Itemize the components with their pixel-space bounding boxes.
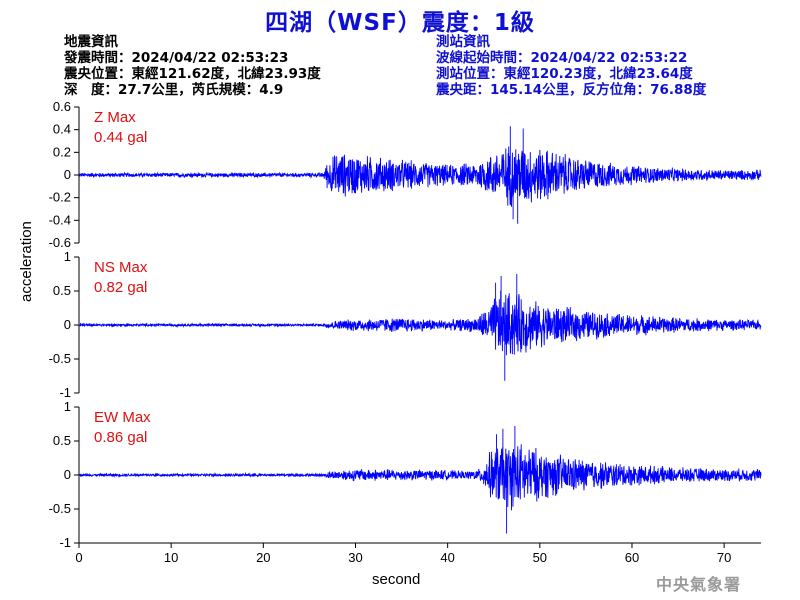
z-y-tick-label: -0.6 (49, 235, 71, 250)
ew-max-box: EW Max 0.86 gal (94, 408, 151, 448)
ns-max-value: 0.82 gal (94, 279, 148, 296)
agency-watermark: 中央氣象署 (656, 575, 742, 594)
ew-y-tick-label: 0.5 (53, 433, 71, 448)
ew-y-tick-label: -0.5 (49, 501, 71, 516)
x-tick-label: 30 (348, 550, 362, 565)
x-tick-label: 20 (256, 550, 270, 565)
chart-title: 四湖（WSF）震度：1級 (265, 10, 535, 36)
x-tick-label: 60 (625, 550, 639, 565)
z-y-tick-label: 0.2 (53, 144, 71, 159)
ns-y-tick-label: 0.5 (53, 283, 71, 298)
ns-y-tick-label: -0.5 (49, 351, 71, 366)
earthquake-info: 地震資訊 發震時間：2024/04/22 02:53:23 震央位置：東經121.6… (64, 34, 321, 98)
z-y-tick-label: 0.6 (53, 99, 71, 114)
x-tick-label: 70 (717, 550, 731, 565)
station-location: 測站位置：東經120.23度，北緯23.64度 (436, 66, 693, 82)
z-max-label: Z Max (94, 109, 136, 126)
epicenter: 震央位置：東經121.62度，北緯23.93度 (64, 66, 321, 82)
z-y-tick-label: 0 (64, 167, 71, 182)
wave-start-time: 波線起始時間：2024/04/22 02:53:22 (436, 50, 688, 66)
ns-y-tick-label: -1 (59, 385, 71, 400)
z-y-tick-label: 0.4 (53, 122, 71, 137)
x-axis-label: second (372, 571, 421, 588)
z-y-tick-label: -0.2 (49, 190, 71, 205)
depth-magnitude: 深 度：27.7公里，芮氏規模：4.9 (64, 82, 284, 98)
y-axis-label: acceleration (18, 221, 35, 302)
z-max-box: Z Max 0.44 gal (94, 108, 147, 148)
ew-y-tick-label: -1 (59, 535, 71, 550)
z-y-tick-label: -0.4 (49, 212, 71, 227)
earthquake-info-heading: 地震資訊 (64, 34, 118, 50)
z-trace (78, 126, 762, 224)
z-max-value: 0.44 gal (94, 129, 148, 146)
ew-max-label: EW Max (94, 409, 151, 426)
epicentral-distance: 震央距：145.14公里，反方位角：76.88度 (436, 82, 707, 98)
ns-y-tick-label: 1 (64, 249, 71, 264)
origin-time: 發震時間：2024/04/22 02:53:23 (64, 50, 289, 66)
x-tick-label: 50 (533, 550, 547, 565)
station-info: 測站資訊 波線起始時間：2024/04/22 02:53:22 測站位置：東經120… (436, 34, 706, 98)
ew-y-tick-label: 1 (64, 399, 71, 414)
x-tick-label: 40 (440, 550, 454, 565)
ns-y-tick-label: 0 (64, 317, 71, 332)
x-tick-label: 0 (75, 550, 82, 565)
station-info-heading: 測站資訊 (436, 34, 490, 50)
ew-trace (78, 426, 762, 534)
ns-max-box: NS Max 0.82 gal (94, 258, 147, 298)
ns-max-label: NS Max (94, 259, 148, 276)
ew-y-tick-label: 0 (64, 467, 71, 482)
x-tick-label: 10 (164, 550, 178, 565)
ns-trace (78, 274, 762, 381)
ew-max-value: 0.86 gal (94, 429, 148, 446)
